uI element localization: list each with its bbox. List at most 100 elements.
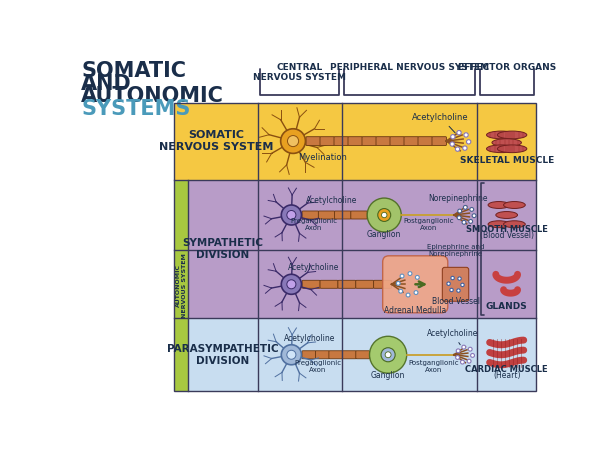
Text: SOMATIC
NERVOUS SYSTEM: SOMATIC NERVOUS SYSTEM [159, 130, 273, 152]
Circle shape [455, 356, 460, 359]
FancyBboxPatch shape [302, 280, 320, 288]
Ellipse shape [503, 221, 525, 228]
Text: CARDIAC MUSCLE: CARDIAC MUSCLE [466, 365, 548, 374]
Bar [174, 102, 536, 180]
Ellipse shape [487, 131, 516, 139]
Ellipse shape [503, 202, 525, 208]
Circle shape [408, 271, 412, 276]
Circle shape [406, 293, 410, 297]
FancyBboxPatch shape [302, 211, 319, 219]
Text: Acetylcholine: Acetylcholine [288, 263, 340, 272]
Ellipse shape [487, 145, 516, 153]
Text: Preganglionic
Axon: Preganglionic Axon [294, 360, 341, 373]
Circle shape [451, 135, 455, 139]
Circle shape [287, 280, 296, 289]
Text: Acetylcholine: Acetylcholine [412, 112, 469, 133]
FancyBboxPatch shape [306, 137, 320, 145]
FancyBboxPatch shape [320, 280, 338, 288]
Circle shape [462, 345, 466, 349]
FancyBboxPatch shape [356, 280, 374, 288]
Text: Acetylcholine: Acetylcholine [284, 334, 335, 343]
Circle shape [462, 220, 466, 224]
Ellipse shape [488, 202, 510, 208]
Circle shape [418, 283, 422, 287]
Text: AUTONOMIC
NERVOUS SYSTEM: AUTONOMIC NERVOUS SYSTEM [176, 253, 187, 318]
Circle shape [461, 360, 464, 364]
Text: Preganglionic
Axon: Preganglionic Axon [290, 218, 337, 231]
FancyBboxPatch shape [356, 351, 370, 359]
Circle shape [450, 142, 454, 146]
Text: PARASYMPATHETIC
DIVISION: PARASYMPATHETIC DIVISION [167, 344, 279, 366]
Text: EFFECTOR ORGANS: EFFECTOR ORGANS [458, 63, 556, 72]
Circle shape [466, 140, 471, 144]
Circle shape [461, 283, 464, 287]
FancyBboxPatch shape [432, 137, 446, 145]
Circle shape [472, 214, 476, 218]
Text: SKELETAL MUSCLE: SKELETAL MUSCLE [460, 156, 554, 165]
Circle shape [457, 289, 460, 292]
Text: Adrenal Medulla: Adrenal Medulla [384, 306, 446, 315]
Circle shape [400, 274, 404, 278]
FancyBboxPatch shape [316, 351, 329, 359]
Circle shape [463, 146, 467, 150]
Ellipse shape [496, 212, 518, 218]
Text: CENTRAL
NERVOUS SYSTEM: CENTRAL NERVOUS SYSTEM [253, 63, 346, 82]
Circle shape [457, 216, 461, 220]
Circle shape [281, 129, 305, 154]
Circle shape [396, 282, 400, 285]
Circle shape [470, 354, 475, 357]
FancyBboxPatch shape [390, 137, 404, 145]
FancyBboxPatch shape [383, 256, 448, 313]
FancyBboxPatch shape [343, 351, 356, 359]
Circle shape [458, 277, 461, 280]
FancyBboxPatch shape [376, 137, 391, 145]
FancyBboxPatch shape [335, 211, 351, 219]
Text: AUTONOMIC: AUTONOMIC [81, 86, 224, 106]
Circle shape [455, 147, 460, 151]
Circle shape [463, 206, 467, 209]
FancyBboxPatch shape [442, 267, 469, 301]
Circle shape [370, 336, 407, 373]
Circle shape [385, 352, 391, 358]
Bar [188, 318, 536, 391]
Circle shape [451, 276, 454, 280]
Text: (Heart): (Heart) [493, 371, 520, 380]
Text: SOMATIC: SOMATIC [81, 61, 186, 81]
Circle shape [469, 219, 473, 223]
Text: Acetylcholine: Acetylcholine [306, 196, 358, 205]
FancyBboxPatch shape [348, 137, 362, 145]
Circle shape [399, 289, 403, 293]
Circle shape [467, 359, 471, 363]
FancyBboxPatch shape [302, 351, 316, 359]
Circle shape [450, 288, 453, 292]
FancyBboxPatch shape [329, 351, 343, 359]
Circle shape [287, 136, 299, 147]
Circle shape [381, 348, 395, 362]
Bar [188, 180, 536, 318]
Circle shape [382, 213, 387, 218]
FancyBboxPatch shape [418, 137, 433, 145]
Circle shape [367, 198, 401, 232]
Ellipse shape [492, 139, 521, 147]
Ellipse shape [497, 131, 527, 139]
Circle shape [287, 211, 296, 219]
Text: SYSTEMS: SYSTEMS [81, 99, 191, 119]
Circle shape [457, 131, 461, 135]
Circle shape [281, 345, 301, 365]
Text: Postganglionic
Axon: Postganglionic Axon [403, 218, 454, 231]
Text: Ganglion: Ganglion [367, 229, 401, 239]
Ellipse shape [488, 221, 510, 228]
FancyBboxPatch shape [319, 211, 335, 219]
Text: Norepinephrine: Norepinephrine [428, 194, 488, 203]
Circle shape [281, 205, 301, 225]
Text: Postganglionic
Axon: Postganglionic Axon [409, 360, 459, 373]
Text: Myelination: Myelination [299, 154, 347, 162]
Text: SYMPATHETIC
DIVISION: SYMPATHETIC DIVISION [182, 238, 263, 260]
Text: AND: AND [81, 74, 132, 94]
FancyBboxPatch shape [404, 137, 418, 145]
Circle shape [414, 291, 418, 294]
Circle shape [464, 133, 468, 137]
Bar [174, 180, 188, 391]
Circle shape [378, 208, 391, 222]
FancyBboxPatch shape [320, 137, 334, 145]
